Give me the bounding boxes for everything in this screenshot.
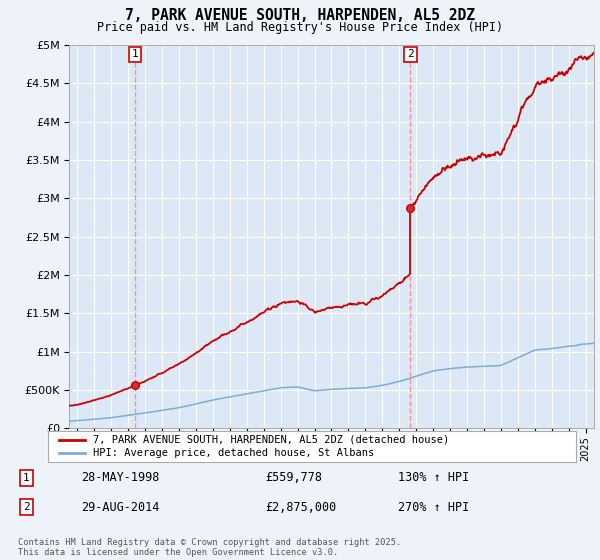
Text: 7, PARK AVENUE SOUTH, HARPENDEN, AL5 2DZ: 7, PARK AVENUE SOUTH, HARPENDEN, AL5 2DZ	[125, 8, 475, 24]
Text: 1: 1	[131, 49, 138, 59]
Text: 130% ↑ HPI: 130% ↑ HPI	[398, 471, 469, 484]
Text: 270% ↑ HPI: 270% ↑ HPI	[398, 501, 469, 514]
Text: 1: 1	[23, 473, 30, 483]
Text: 2: 2	[23, 502, 30, 512]
Text: Price paid vs. HM Land Registry's House Price Index (HPI): Price paid vs. HM Land Registry's House …	[97, 21, 503, 34]
FancyBboxPatch shape	[48, 431, 576, 462]
Text: 28-MAY-1998: 28-MAY-1998	[81, 471, 160, 484]
Text: HPI: Average price, detached house, St Albans: HPI: Average price, detached house, St A…	[93, 449, 374, 459]
Text: Contains HM Land Registry data © Crown copyright and database right 2025.
This d: Contains HM Land Registry data © Crown c…	[18, 538, 401, 557]
Text: 7, PARK AVENUE SOUTH, HARPENDEN, AL5 2DZ (detached house): 7, PARK AVENUE SOUTH, HARPENDEN, AL5 2DZ…	[93, 435, 449, 445]
Text: 29-AUG-2014: 29-AUG-2014	[81, 501, 160, 514]
Text: £559,778: £559,778	[265, 471, 322, 484]
Text: 2: 2	[407, 49, 414, 59]
Text: £2,875,000: £2,875,000	[265, 501, 337, 514]
